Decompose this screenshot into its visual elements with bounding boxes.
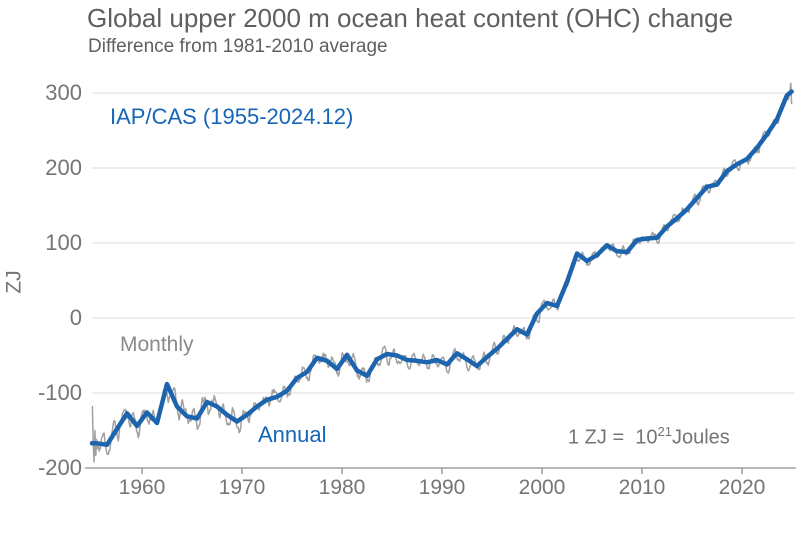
x-tick-label: 2010 — [618, 476, 666, 499]
monthly-annotation: Monthly — [120, 333, 194, 356]
x-tick-label: 2020 — [718, 476, 766, 499]
x-tick-label: 2000 — [518, 476, 566, 499]
monthly-series-line — [91, 82, 793, 463]
chart-title: Global upper 2000 m ocean heat content (… — [87, 3, 734, 33]
y-tick-label: 300 — [45, 80, 82, 105]
unit-note: 1 ZJ = 1021Joules — [568, 424, 730, 450]
y-tick-label: 200 — [45, 155, 82, 180]
y-tick-label: 0 — [69, 305, 82, 330]
unit-note-exponent: 21 — [657, 424, 672, 439]
y-axis-title: ZJ — [2, 270, 26, 294]
y-tick-label: -200 — [37, 455, 82, 480]
series-label: IAP/CAS (1955-2024.12) — [110, 104, 354, 129]
x-tick-label: 1960 — [118, 476, 166, 499]
unit-note-suffix: Joules — [671, 426, 730, 449]
x-tick-label: 1980 — [318, 476, 366, 499]
annual-annotation: Annual — [258, 422, 327, 447]
annual-series-line — [89, 89, 794, 448]
y-tick-label: 100 — [45, 230, 82, 255]
unit-note-prefix: 1 ZJ = 10 — [568, 426, 658, 449]
x-tick-label: 1970 — [218, 476, 266, 499]
chart-subtitle: Difference from 1981-2010 average — [88, 36, 388, 57]
x-tick-label: 1990 — [418, 476, 466, 499]
y-tick-label: -100 — [37, 380, 82, 405]
